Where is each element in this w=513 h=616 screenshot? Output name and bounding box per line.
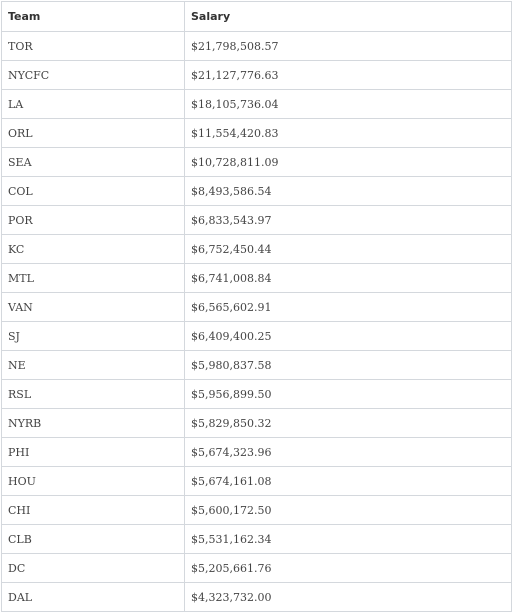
team-cell: LA (1, 89, 185, 119)
table-row: SEA $10,728,811.09 (1, 147, 512, 177)
table-row: LA $18,105,736.04 (1, 89, 512, 119)
team-cell: ORL (1, 118, 185, 148)
salary-cell: $5,956,899.50 (184, 379, 512, 409)
team-cell: CHI (1, 495, 185, 525)
team-cell: HOU (1, 466, 185, 496)
salary-cell: $21,798,508.57 (184, 31, 512, 61)
table-header: Team Salary (1, 1, 512, 32)
table-row: SJ $6,409,400.25 (1, 321, 512, 351)
salary-cell: $5,531,162.34 (184, 524, 512, 554)
table-row: NE $5,980,837.58 (1, 350, 512, 380)
team-cell: POR (1, 205, 185, 235)
table-row: PHI $5,674,323.96 (1, 437, 512, 467)
team-cell: DC (1, 553, 185, 583)
team-cell: SJ (1, 321, 185, 351)
salary-cell: $5,829,850.32 (184, 408, 512, 438)
team-column-header[interactable]: Team (1, 1, 185, 32)
salary-cell: $10,728,811.09 (184, 147, 512, 177)
table-row: TOR $21,798,508.57 (1, 31, 512, 61)
team-cell: NE (1, 350, 185, 380)
salary-cell: $4,323,732.00 (184, 582, 512, 612)
team-cell: KC (1, 234, 185, 264)
salary-cell: $6,409,400.25 (184, 321, 512, 351)
salary-cell: $6,752,450.44 (184, 234, 512, 264)
salary-cell: $6,833,543.97 (184, 205, 512, 235)
table-row: RSL $5,956,899.50 (1, 379, 512, 409)
salary-cell: $5,980,837.58 (184, 350, 512, 380)
team-cell: DAL (1, 582, 185, 612)
table-body: TOR $21,798,508.57 NYCFC $21,127,776.63 LA $1… (1, 31, 512, 612)
table-row: KC $6,752,450.44 (1, 234, 512, 264)
table-row: ORL $11,554,420.83 (1, 118, 512, 148)
table-row: HOU $5,674,161.08 (1, 466, 512, 496)
table-row: VAN $6,565,602.91 (1, 292, 512, 322)
salary-column-header[interactable]: Salary (184, 1, 512, 32)
table-row: POR $6,833,543.97 (1, 205, 512, 235)
team-cell: VAN (1, 292, 185, 322)
team-cell: PHI (1, 437, 185, 467)
team-cell: NYCFC (1, 60, 185, 90)
salary-cell: $6,565,602.91 (184, 292, 512, 322)
table-row: MTL $6,741,008.84 (1, 263, 512, 293)
salary-cell: $18,105,736.04 (184, 89, 512, 119)
team-cell: NYRB (1, 408, 185, 438)
team-cell: COL (1, 176, 185, 206)
team-cell: TOR (1, 31, 185, 61)
salary-cell: $5,674,161.08 (184, 466, 512, 496)
team-cell: SEA (1, 147, 185, 177)
team-cell: MTL (1, 263, 185, 293)
table-row: NYCFC $21,127,776.63 (1, 60, 512, 90)
table-row: NYRB $5,829,850.32 (1, 408, 512, 438)
salary-cell: $8,493,586.54 (184, 176, 512, 206)
table-row: COL $8,493,586.54 (1, 176, 512, 206)
team-cell: RSL (1, 379, 185, 409)
salary-cell: $5,600,172.50 (184, 495, 512, 525)
salary-cell: $5,674,323.96 (184, 437, 512, 467)
table-row: CHI $5,600,172.50 (1, 495, 512, 525)
salary-cell: $11,554,420.83 (184, 118, 512, 148)
salary-cell: $21,127,776.63 (184, 60, 512, 90)
salary-cell: $6,741,008.84 (184, 263, 512, 293)
team-cell: CLB (1, 524, 185, 554)
table-row: DC $5,205,661.76 (1, 553, 512, 583)
header-row: Team Salary (1, 1, 512, 32)
table-row: DAL $4,323,732.00 (1, 582, 512, 612)
table-row: CLB $5,531,162.34 (1, 524, 512, 554)
salary-cell: $5,205,661.76 (184, 553, 512, 583)
